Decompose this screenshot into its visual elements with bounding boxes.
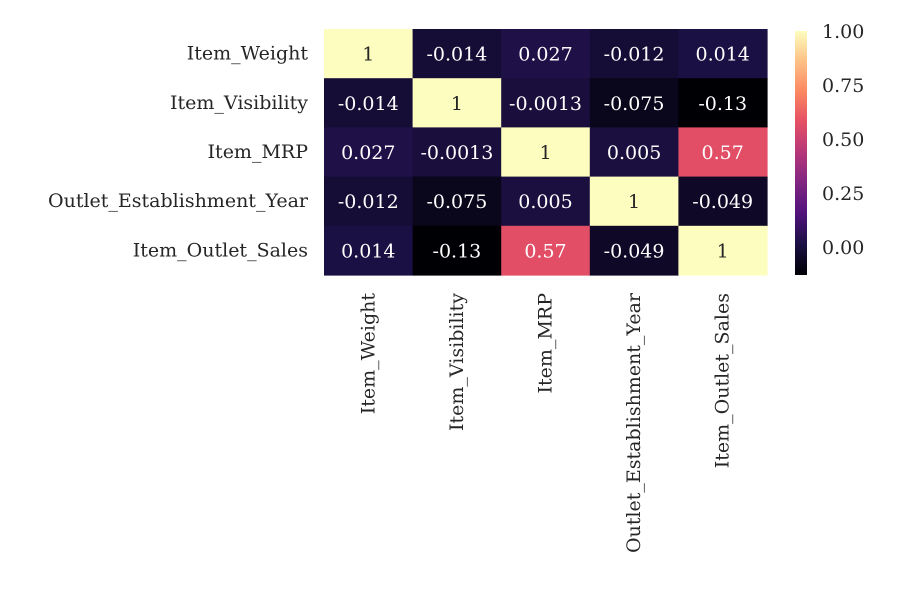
row-label: Item_Weight xyxy=(187,43,309,65)
column-label: Item_MRP xyxy=(535,293,557,394)
heatmap-cell xyxy=(412,78,502,128)
cell-annotation: 0.005 xyxy=(518,191,572,213)
heatmap-cell xyxy=(501,176,591,227)
colorbar-tick-label: 0.00 xyxy=(822,237,864,259)
row-label: Item_Outlet_Sales xyxy=(133,239,308,261)
row-label: Item_MRP xyxy=(208,141,309,163)
row-label: Outlet_Establishment_Year xyxy=(48,190,309,212)
heatmap-cell xyxy=(412,225,502,276)
column-label: Item_Weight xyxy=(357,293,379,415)
cell-annotation: -0.075 xyxy=(426,191,487,213)
heatmap-cells: 1 -0.014 0.027 -0.012 0.014 -0.014 1 -0.0013 -0.… xyxy=(324,29,768,276)
heatmap-cell xyxy=(412,29,502,79)
column-labels: Item_Weight Item_Visibility Item_MRP Outlet… xyxy=(357,292,733,553)
heatmap-cell xyxy=(501,127,591,178)
colorbar-ticks: 0.00 0.25 0.50 0.75 1.00 xyxy=(822,21,864,259)
cell-annotation: -0.012 xyxy=(338,191,399,213)
colorbar-tick-label: 0.25 xyxy=(822,183,864,205)
cell-annotation: -0.075 xyxy=(604,93,665,115)
heatmap-cell xyxy=(324,176,414,227)
cell-annotation: -0.014 xyxy=(426,44,487,66)
colorbar-tick-label: 0.50 xyxy=(822,129,864,151)
colorbar-tick-label: 0.75 xyxy=(822,75,864,97)
colorbar-tick-label: 1.00 xyxy=(822,21,864,43)
column-label: Outlet_Establishment_Year xyxy=(623,292,645,553)
heatmap-cell xyxy=(412,127,502,178)
colorbar: 0.00 0.25 0.50 0.75 1.00 xyxy=(795,21,864,275)
heatmap-cell xyxy=(589,225,679,276)
cell-annotation: 0.57 xyxy=(524,240,566,262)
heatmap-cell xyxy=(678,176,768,227)
heatmap-cell xyxy=(324,78,414,128)
heatmap-cell xyxy=(589,78,679,128)
column-label: Item_Visibility xyxy=(446,293,468,431)
heatmap-cell xyxy=(678,127,768,178)
heatmap-cell xyxy=(501,225,591,276)
cell-annotation: 0.027 xyxy=(518,44,572,66)
heatmap-cell xyxy=(501,29,591,79)
cell-annotation: 0.014 xyxy=(695,44,749,66)
row-labels: Item_Weight Item_Visibility Item_MRP Outlet… xyxy=(48,43,309,262)
heatmap-cell xyxy=(501,78,591,128)
colorbar-gradient xyxy=(795,31,807,275)
heatmap-cell xyxy=(589,29,679,79)
cell-annotation: 0.027 xyxy=(341,142,395,164)
cell-annotation: -0.13 xyxy=(433,240,482,262)
column-label: Item_Outlet_Sales xyxy=(712,293,734,468)
heatmap-cell xyxy=(678,29,768,79)
cell-annotation: -0.049 xyxy=(692,191,753,213)
cell-annotation: 0.005 xyxy=(607,142,661,164)
row-label: Item_Visibility xyxy=(170,92,308,114)
cell-annotation: 0.014 xyxy=(341,240,395,262)
heatmap-cell xyxy=(324,225,414,276)
cell-annotation: 1 xyxy=(451,93,463,115)
heatmap-cell xyxy=(678,78,768,128)
cell-annotation: 1 xyxy=(717,240,729,262)
cell-annotation: -0.049 xyxy=(604,240,665,262)
cell-annotation: 1 xyxy=(539,142,551,164)
heatmap-cell xyxy=(678,225,768,276)
cell-annotation: -0.012 xyxy=(604,44,665,66)
cell-annotation: -0.0013 xyxy=(420,142,493,164)
cell-annotation: 0.57 xyxy=(702,142,744,164)
cell-annotation: -0.014 xyxy=(338,93,399,115)
heatmap-cell xyxy=(589,127,679,178)
cell-annotation: -0.0013 xyxy=(509,93,582,115)
cell-annotation: 1 xyxy=(628,191,640,213)
cell-annotation: -0.13 xyxy=(698,93,747,115)
heatmap-cell xyxy=(324,127,414,178)
heatmap-cell xyxy=(324,29,414,79)
heatmap-cell xyxy=(412,176,502,227)
cell-annotation: 1 xyxy=(362,44,374,66)
heatmap-cell xyxy=(589,176,679,227)
